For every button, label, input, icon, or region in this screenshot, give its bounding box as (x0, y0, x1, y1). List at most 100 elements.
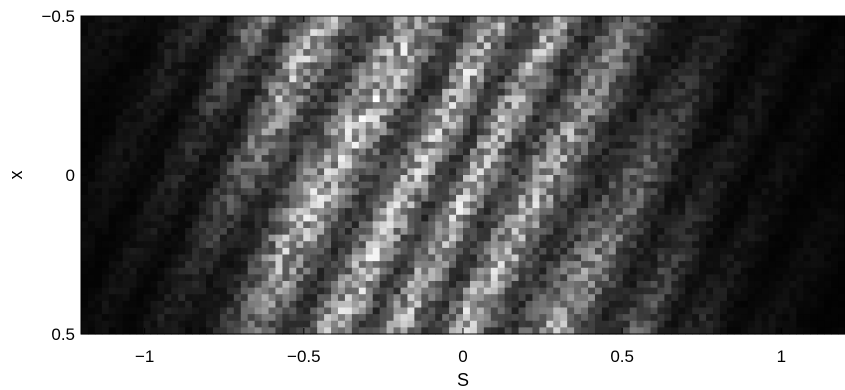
heatmap-cell (212, 49, 221, 57)
heatmap-cell (476, 122, 485, 130)
heatmap-cell (254, 300, 263, 309)
heatmap-cell (192, 314, 200, 322)
heatmap-cell (553, 261, 561, 269)
heatmap-cell (574, 42, 582, 50)
heatmap-cell (275, 194, 284, 203)
heatmap-cell (761, 108, 770, 116)
heatmap-cell (476, 274, 485, 282)
heatmap-cell (469, 247, 478, 256)
heatmap-cell (692, 115, 700, 123)
heatmap-cell (212, 88, 221, 97)
heatmap-cell (560, 194, 568, 203)
heatmap-cell (490, 161, 499, 169)
heatmap-cell (185, 108, 193, 116)
heatmap-cell (650, 16, 659, 24)
heatmap-cell (567, 168, 575, 176)
heatmap-cell (233, 115, 242, 123)
heatmap-cell (212, 194, 221, 203)
heatmap-cell (101, 247, 110, 256)
heatmap-cell (650, 42, 659, 50)
heatmap-cell (726, 307, 735, 315)
heatmap-cell (268, 161, 277, 169)
heatmap-cell (393, 287, 402, 295)
heatmap-cell (761, 102, 770, 110)
heatmap-cell (393, 228, 402, 236)
heatmap-cell (414, 188, 422, 196)
heatmap-cell (337, 161, 346, 169)
heatmap-cell (87, 141, 96, 150)
heatmap-cell (171, 55, 179, 63)
heatmap-cell (393, 35, 402, 44)
heatmap-cell (497, 82, 506, 90)
heatmap-cell (317, 181, 325, 189)
heatmap-cell (699, 247, 707, 256)
heatmap-cell (782, 108, 791, 116)
heatmap-cell (761, 234, 770, 242)
heatmap-cell (664, 208, 672, 216)
heatmap-cell (331, 181, 339, 189)
heatmap-cell (692, 62, 700, 70)
heatmap-cell (407, 122, 415, 130)
heatmap-cell (414, 55, 422, 63)
heatmap-cell (810, 247, 818, 256)
heatmap-cell (838, 214, 845, 222)
heatmap-cell (726, 155, 735, 163)
heatmap-cell (94, 168, 103, 176)
heatmap-cell (289, 161, 297, 169)
heatmap-cell (594, 214, 603, 222)
heatmap-cell (483, 128, 492, 136)
heatmap-cell (206, 181, 214, 189)
heatmap-cell (476, 241, 485, 249)
heatmap-cell (469, 82, 478, 90)
heatmap-cell (282, 69, 290, 77)
heatmap-cell (810, 168, 818, 176)
heatmap-cell (428, 307, 436, 315)
heatmap-cell (365, 281, 374, 289)
heatmap-cell (761, 294, 770, 302)
heatmap-cell (212, 115, 221, 123)
heatmap-cell (560, 69, 568, 77)
heatmap-cell (636, 135, 645, 143)
heatmap-cell (761, 241, 770, 249)
heatmap-cell (365, 82, 374, 90)
heatmap-cell (178, 29, 186, 37)
heatmap-cell (685, 29, 693, 37)
heatmap-cell (261, 128, 270, 136)
heatmap-cell (719, 29, 728, 37)
heatmap-cell (664, 294, 672, 302)
heatmap-cell (282, 42, 290, 50)
heatmap-cell (268, 247, 277, 256)
heatmap-cell (143, 16, 152, 24)
heatmap-cell (157, 161, 165, 169)
heatmap-cell (136, 188, 145, 196)
heatmap-cell (81, 29, 89, 37)
heatmap-cell (331, 287, 339, 295)
heatmap-cell (289, 254, 297, 262)
heatmap-cell (268, 148, 277, 156)
heatmap-cell (601, 82, 610, 90)
heatmap-cell (435, 155, 443, 163)
heatmap-cell (344, 95, 353, 103)
heatmap-cell (588, 155, 596, 163)
heatmap-cell (407, 300, 415, 309)
heatmap-cell (574, 155, 582, 163)
heatmap-cell (456, 181, 464, 189)
heatmap-cell (219, 155, 228, 163)
heatmap-cell (796, 228, 804, 236)
heatmap-cell (254, 122, 263, 130)
heatmap-cell (657, 42, 666, 50)
heatmap-cell (108, 155, 117, 163)
heatmap-cell (108, 16, 117, 24)
heatmap-cell (622, 201, 631, 209)
heatmap-cell (400, 75, 409, 83)
heatmap-cell (94, 294, 103, 302)
heatmap-cell (490, 102, 499, 110)
heatmap-cell (713, 16, 721, 24)
heatmap-cell (289, 122, 297, 130)
heatmap-cell (664, 221, 672, 229)
heatmap-cell (719, 261, 728, 269)
heatmap-cell (747, 161, 756, 169)
heatmap-cell (636, 254, 645, 262)
heatmap-cell (560, 128, 568, 136)
heatmap-cell (254, 168, 263, 176)
